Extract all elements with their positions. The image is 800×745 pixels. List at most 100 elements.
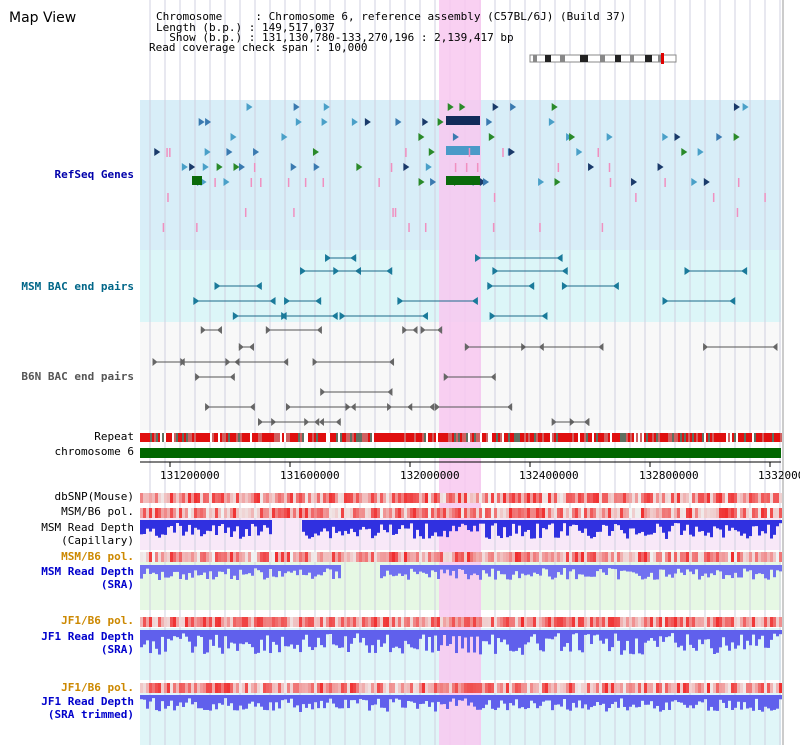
b6n-end <box>387 388 393 396</box>
dbsnp-cell <box>728 493 731 503</box>
jf1-trim-depth-bar <box>197 695 200 709</box>
jf1-pol-cell <box>527 617 530 627</box>
repeat-segment <box>430 433 432 442</box>
jf1-pol2-cell <box>305 683 308 693</box>
msm-sra-depth-bar <box>761 565 764 575</box>
msm-pol2-cell <box>275 552 278 562</box>
jf1-sra-depth-bar <box>200 630 203 638</box>
jf1-trim-depth-bar <box>170 695 173 701</box>
jf1-sra-depth-bar <box>539 630 542 651</box>
msm-cap-depth-bar <box>347 520 350 534</box>
msm-pol-cell <box>734 508 737 518</box>
b6n-end <box>551 418 557 426</box>
jf1-pol-cell <box>365 617 368 627</box>
jf1-sra-depth-bar <box>728 630 731 651</box>
jf1-pol-cell <box>287 617 290 627</box>
msm-pol2-cell <box>611 552 614 562</box>
msm-sra-depth-bar <box>545 565 548 570</box>
dbsnp-cell <box>293 493 296 503</box>
msm-pol-cell <box>677 508 680 518</box>
msm-cap-depth-bar <box>455 520 458 532</box>
msm-sra-depth-bar <box>422 565 425 573</box>
jf1-trim-depth-bar <box>140 695 143 700</box>
jf1-trim-depth-bar <box>227 695 230 706</box>
jf1-pol-cell <box>407 617 410 627</box>
msm-pol-cell <box>731 508 734 518</box>
jf1-pol2-cell <box>284 683 287 693</box>
dbsnp-cell <box>587 493 590 503</box>
repeat-segment <box>286 433 288 442</box>
msm-cap-depth-bar <box>158 520 161 538</box>
jf1-trim-depth-bar <box>314 695 317 703</box>
gene-arrow <box>674 133 681 141</box>
b6n-end <box>443 373 449 381</box>
dbsnp-cell <box>341 493 344 503</box>
jf1-sra-depth-bar <box>242 630 245 645</box>
track-label-refseq[interactable]: RefSeq Genes <box>54 168 134 181</box>
repeat-segment <box>262 433 264 442</box>
repeat-segment <box>574 433 576 442</box>
jf1-pol2-cell <box>290 683 293 693</box>
jf1-pol-cell <box>653 617 656 627</box>
track-label-msm-bac[interactable]: MSM BAC end pairs <box>21 280 134 293</box>
dbsnp-cell <box>545 493 548 503</box>
msm-pol2-cell <box>422 552 425 562</box>
msm-cap-depth-bar <box>308 520 311 539</box>
msm-pol2-cell <box>239 552 242 562</box>
msm-pol2-cell <box>671 552 674 562</box>
jf1-trim-depth-bar <box>764 695 767 707</box>
dbsnp-cell <box>251 493 254 503</box>
repeat-segment <box>712 433 714 442</box>
jf1-pol2-cell <box>668 683 671 693</box>
bac-end <box>475 254 482 262</box>
repeat-segment <box>740 433 742 442</box>
msm-cap-depth-bar <box>608 520 611 536</box>
repeat-segment <box>658 433 660 442</box>
jf1-pol2-cell <box>686 683 689 693</box>
repeat-segment <box>748 433 750 442</box>
jf1-pol2-cell <box>299 683 302 693</box>
jf1-sra-depth-bar <box>329 630 332 635</box>
msm-pol-cell <box>284 508 287 518</box>
jf1-pol-cell <box>542 617 545 627</box>
msm-pol2-cell <box>278 552 281 562</box>
msm-pol-cell <box>605 508 608 518</box>
dbsnp-cell <box>431 493 434 503</box>
jf1-pol2-cell <box>638 683 641 693</box>
dbsnp-cell <box>695 493 698 503</box>
jf1-pol-cell <box>383 617 386 627</box>
msm-pol-cell <box>770 508 773 518</box>
repeat-segment <box>654 433 656 442</box>
msm-cap-depth-bar <box>374 520 377 536</box>
jf1-sra-depth-bar <box>719 630 722 648</box>
jf1-pol2-cell <box>551 683 554 693</box>
ideogram-band <box>560 55 565 62</box>
jf1-trim-depth-bar <box>224 695 227 699</box>
jf1-pol-cell <box>731 617 734 627</box>
jf1-trim-depth-bar <box>299 695 302 712</box>
jf1-trim-depth-bar <box>743 695 746 703</box>
jf1-pol2-cell <box>536 683 539 693</box>
msm-cap-depth-bar <box>428 520 431 539</box>
dbsnp-cell <box>356 493 359 503</box>
track-label-b6n-bac[interactable]: B6N BAC end pairs <box>21 370 134 383</box>
jf1-pol2-cell <box>407 683 410 693</box>
jf1-pol2-cell <box>773 683 776 693</box>
jf1-trim-depth-bar <box>245 695 248 709</box>
jf1-sra-depth-bar <box>314 630 317 648</box>
jf1-pol2-cell <box>152 683 155 693</box>
dbsnp-cell <box>611 493 614 503</box>
dbsnp-cell <box>371 493 374 503</box>
msm-pol2-cell <box>242 552 245 562</box>
repeat-segment <box>764 433 766 442</box>
msm-cap-depth-bar <box>320 520 323 532</box>
msm-pol-cell <box>359 508 362 518</box>
jf1-pol2-cell <box>599 683 602 693</box>
dbsnp-cell <box>266 493 269 503</box>
dbsnp-cell <box>224 493 227 503</box>
jf1-trim-depth-bar <box>629 695 632 707</box>
msm-sra-depth-bar <box>626 565 629 572</box>
b6n-end <box>195 373 201 381</box>
msm-sra-depth-bar <box>743 565 746 569</box>
